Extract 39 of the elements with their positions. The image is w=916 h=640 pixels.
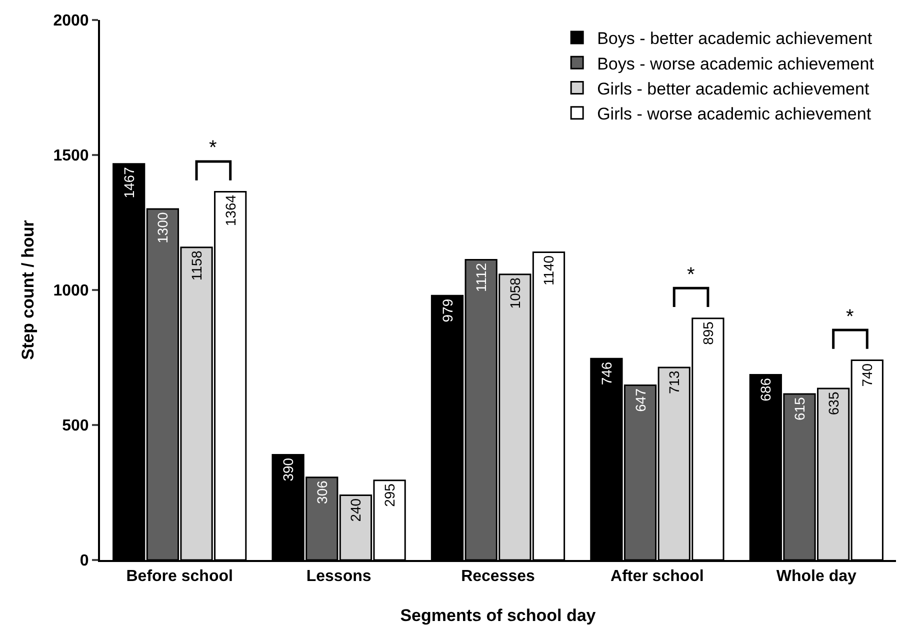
data-label: 1467 (120, 166, 137, 198)
data-label: 240 (348, 498, 364, 522)
data-label: 1158 (188, 250, 205, 281)
data-label: 295 (382, 483, 398, 507)
legend-label: Girls - better academic achievement (597, 79, 870, 98)
data-label: 746 (598, 362, 614, 386)
x-axis-title: Segments of school day (400, 606, 596, 626)
y-tick-label: 0 (80, 552, 89, 570)
x-tick-label: After school (610, 568, 704, 586)
annotation: * (209, 137, 217, 159)
legend-label: Boys - better academic achievement (597, 29, 872, 48)
data-label: 306 (314, 480, 330, 504)
x-tick-label: Before school (126, 568, 233, 586)
legend-label: Boys - worse academic achievement (597, 54, 874, 74)
data-label: 895 (700, 321, 716, 345)
annotation: * (846, 306, 854, 328)
legend-label: Girls - worse academic achievement (597, 104, 872, 124)
x-tick-label: Whole day (776, 568, 856, 586)
data-label: 713 (666, 370, 682, 394)
y-tick-label: 2000 (53, 12, 89, 30)
y-tick-label: 1500 (53, 148, 89, 165)
data-label: 647 (632, 388, 648, 412)
x-tick-label: Recesses (461, 568, 536, 586)
data-label: 615 (791, 396, 808, 421)
y-tick-label: 500 (62, 418, 89, 435)
data-label: 979 (439, 298, 456, 322)
y-axis-title: Step count / hour (18, 220, 38, 360)
y-tick-label: 1000 (53, 282, 89, 300)
annotation: * (687, 264, 695, 286)
data-label: 1112 (473, 262, 490, 292)
data-label: 635 (825, 392, 842, 416)
data-label: 390 (280, 458, 296, 482)
data-label: 1140 (540, 255, 557, 286)
data-label: 686 (758, 378, 774, 402)
data-label: 1300 (154, 212, 171, 244)
data-label: 1058 (506, 277, 523, 309)
data-label: 1364 (222, 194, 238, 226)
x-tick-label: Lessons (306, 568, 372, 586)
data-label: 740 (859, 363, 876, 387)
